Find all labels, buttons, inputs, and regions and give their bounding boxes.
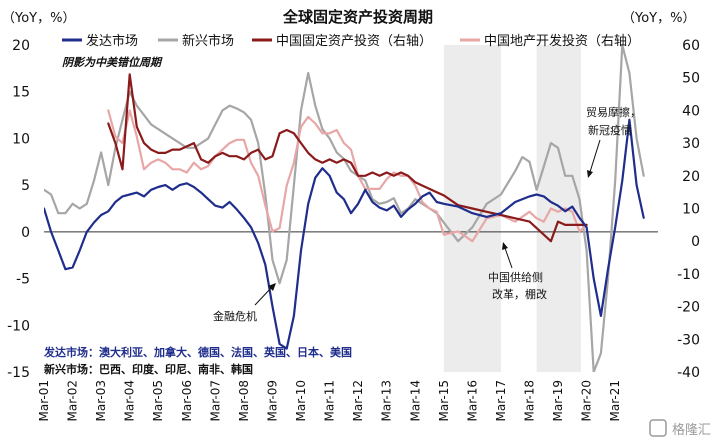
x-tick-label: Mar-01 — [37, 380, 51, 421]
legend-label-developed: 发达市场 — [86, 33, 138, 49]
annotation-arrow-trade — [589, 139, 601, 173]
shading-note: 阴影为中美错位周期 — [62, 56, 163, 69]
legend: 发达市场 新兴市场 中国固定资产投资（右轴） 中国地产开发投资（右轴） — [62, 33, 640, 49]
annotation-arrow-crisis — [254, 286, 273, 306]
left-axis-ticks: -15 -10 -5 0 5 10 15 20 — [7, 38, 30, 381]
legend-label-emerging: 新兴市场 — [182, 33, 234, 49]
x-tick-label: Mar-08 — [237, 380, 251, 421]
watermark: 格隆汇 — [649, 419, 711, 438]
left-tick-label: 20 — [12, 38, 30, 54]
x-tick-label: Mar-17 — [494, 380, 508, 421]
x-tick-label: Mar-19 — [551, 380, 565, 421]
x-tick-label: Mar-02 — [66, 380, 80, 421]
left-tick-label: 0 — [21, 225, 30, 241]
annotation-supply-2: 改革，棚改 — [492, 287, 547, 301]
annotation-arrowhead-supply — [502, 242, 508, 250]
right-tick-label: -40 — [677, 365, 700, 381]
x-tick-label: Mar-04 — [123, 380, 137, 421]
right-tick-label: 50 — [682, 71, 700, 87]
x-tick-label: Mar-09 — [265, 380, 279, 421]
right-tick-label: -30 — [677, 332, 700, 348]
annotation-crisis: 金融危机 — [213, 309, 257, 323]
annotation-arrow-supply — [504, 247, 513, 269]
left-tick-label: 10 — [12, 131, 30, 147]
x-tick-label: Mar-18 — [522, 380, 536, 421]
series-lines — [44, 43, 645, 372]
annotation-trade-1: 贸易摩擦， — [586, 105, 641, 119]
right-tick-label: 60 — [682, 38, 700, 54]
x-tick-label: Mar-14 — [408, 380, 422, 421]
left-tick-label: -5 — [16, 272, 30, 288]
x-tick-label: Mar-21 — [608, 380, 622, 421]
x-tick-label: Mar-15 — [437, 380, 451, 421]
right-tick-label: -10 — [677, 267, 700, 283]
x-tick-label: Mar-07 — [208, 380, 222, 421]
annotations: 贸易摩擦， 新冠疫情 金融危机 中国供给侧 改革，棚改 — [213, 105, 641, 323]
left-tick-label: -15 — [7, 365, 30, 381]
x-tick-label: Mar-03 — [94, 380, 108, 421]
x-tick-label: Mar-20 — [580, 380, 594, 421]
annotation-arrowhead-trade — [587, 170, 593, 178]
right-tick-label: 40 — [682, 103, 700, 119]
right-tick-label: 20 — [682, 169, 700, 185]
watermark-text: 格隆汇 — [672, 422, 711, 438]
series-line-3 — [107, 73, 588, 243]
right-axis-ticks: -40 -30 -20 -10 0 10 20 30 40 50 60 — [677, 38, 700, 381]
x-axis-ticks: Mar-01 Mar-02 Mar-03 Mar-04 Mar-05 Mar-06 Mar-… — [37, 380, 622, 421]
left-axis-unit: （YoY，%） — [2, 11, 75, 26]
left-tick-label: 15 — [12, 85, 30, 101]
watermark-logo-icon — [649, 419, 667, 437]
right-tick-label: 0 — [691, 234, 700, 250]
x-tick-label: Mar-12 — [351, 380, 365, 421]
right-tick-label: 10 — [682, 202, 700, 218]
x-tick-label: Mar-06 — [180, 380, 194, 421]
series-line-1 — [44, 118, 645, 350]
right-axis-unit: （YoY，%） — [622, 11, 695, 26]
chart-title: 全球固定资产投资周期 — [282, 8, 433, 26]
series-line-4 — [107, 109, 588, 243]
right-tick-label: 30 — [682, 136, 700, 152]
x-tick-label: Mar-11 — [323, 380, 337, 421]
footnote-developed: 发达市场：澳大利亚、加拿大、德国、法国、英国、日本、美国 — [43, 345, 352, 359]
x-tick-label: Mar-10 — [294, 380, 308, 421]
x-tick-label: Mar-16 — [465, 380, 479, 421]
annotation-trade-2: 新冠疫情 — [588, 123, 632, 137]
footnote-emerging: 新兴市场：巴西、印度、印尼、南非、韩国 — [44, 362, 253, 376]
x-tick-label: Mar-13 — [380, 380, 394, 421]
legend-label-china-fai: 中国固定资产投资（右轴） — [276, 33, 432, 49]
legend-label-china-property: 中国地产开发投资（右轴） — [484, 33, 640, 49]
annotation-supply-1: 中国供给侧 — [488, 270, 543, 284]
right-tick-label: -20 — [677, 300, 700, 316]
x-tick-label: Mar-05 — [151, 380, 165, 421]
annotation-arrowhead-crisis — [268, 283, 276, 291]
left-tick-label: -10 — [7, 318, 30, 334]
left-tick-label: 5 — [21, 178, 30, 194]
